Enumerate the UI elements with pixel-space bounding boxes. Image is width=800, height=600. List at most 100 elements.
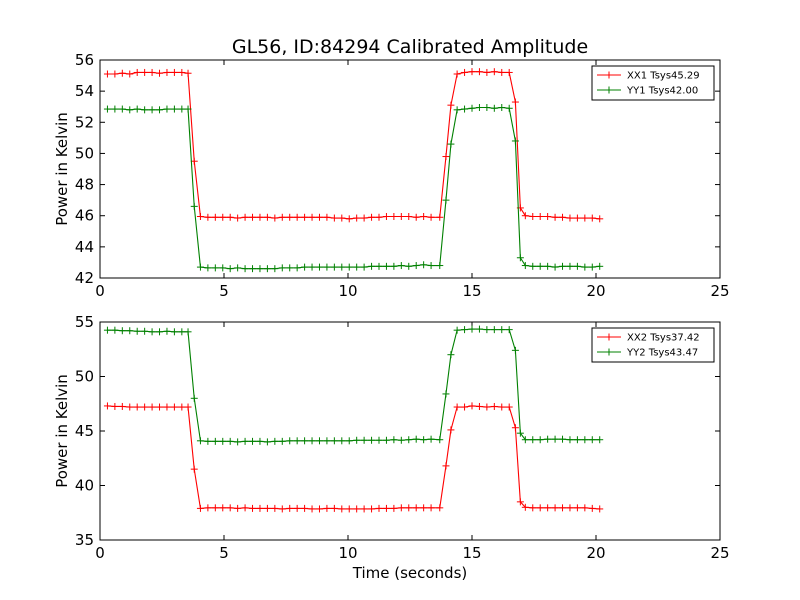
top-series-2-point (196, 263, 204, 271)
top-series-1-point (475, 68, 483, 76)
bottom-series-1-point (382, 504, 390, 512)
top-series-2-point (511, 137, 519, 145)
bottom-plot-panel: 0 5 10 15 20 25 35 40 45 50 55 Power in Kelvin XX2 T… (53, 313, 730, 562)
top-series-1-point (427, 213, 435, 221)
top-series-1-point (184, 69, 192, 77)
top-y-tick-label: 56 (75, 51, 94, 69)
bottom-series-2-point (323, 437, 331, 445)
top-series-2-point (170, 105, 178, 113)
bottom-series-1-point (256, 504, 264, 512)
top-series-2-point (190, 202, 198, 210)
top-series-1-point (204, 213, 212, 221)
top-plot-panel: 0 5 10 15 20 25 42 44 46 48 50 52 54 56 Power in Kelvi… (53, 51, 730, 300)
top-series-2-point (475, 103, 483, 111)
bottom-series-1-point (249, 504, 257, 512)
top-series-2-point (368, 262, 376, 270)
top-series-2-point (516, 254, 524, 262)
top-series-2-point (412, 262, 420, 270)
top-series-2-point (156, 106, 164, 114)
bottom-series-2-point (196, 437, 204, 445)
top-series-1-point (436, 213, 444, 221)
bottom-series-1-point (483, 403, 491, 411)
top-x-tick-label: 10 (338, 282, 357, 300)
top-series-1-point (308, 213, 316, 221)
bottom-series-1-point (511, 424, 519, 432)
bottom-series-2-point (163, 327, 171, 335)
bottom-series-1-point (427, 504, 435, 512)
top-x-tick-label: 25 (710, 282, 729, 300)
bottom-series-1-point (436, 504, 444, 512)
top-x-tick-label: 0 (95, 282, 105, 300)
top-series-1-point (498, 68, 506, 76)
bottom-series-1-point (111, 402, 119, 410)
top-series-1-point (323, 213, 331, 221)
bottom-x-tick-label: 20 (586, 544, 605, 562)
bottom-series-2-point (126, 327, 134, 335)
top-series-1-point (447, 101, 455, 109)
bottom-series-2-point (405, 436, 413, 444)
top-series-2-point (566, 262, 574, 270)
top-series-1-point (241, 213, 249, 221)
bottom-y-tick-label: 50 (75, 368, 94, 386)
top-series-2-point (330, 263, 338, 271)
bottom-series-1-point (103, 402, 111, 410)
top-series-2-point (211, 264, 219, 272)
top-series-2-point (323, 263, 331, 271)
bottom-series-2-point (226, 437, 234, 445)
top-series-1-point (163, 68, 171, 76)
bottom-y-tick-label: 55 (75, 313, 94, 331)
bottom-x-tick-label: 25 (710, 544, 729, 562)
top-series-1-point (360, 214, 368, 222)
bottom-y-tick-label: 40 (75, 477, 94, 495)
top-series-1-point (103, 70, 111, 78)
top-series-1-point (141, 68, 149, 76)
bottom-series-2-point (156, 328, 164, 336)
bottom-series-2-point (286, 437, 294, 445)
bottom-x-tick-label: 15 (462, 544, 481, 562)
top-series-1-point (483, 68, 491, 76)
top-series-1-point (412, 213, 420, 221)
bottom-series-2-point (170, 328, 178, 336)
top-legend-box (591, 65, 715, 101)
bottom-series-1-point (468, 402, 476, 410)
bottom-series-1-point (148, 403, 156, 411)
bottom-series-1-point (536, 504, 544, 512)
top-series-1-point (521, 212, 529, 220)
bottom-series-1-point (271, 504, 279, 512)
top-series-1-point (596, 215, 604, 223)
top-series-2-point (263, 265, 271, 273)
top-series-1-point (453, 70, 461, 78)
bottom-series-2-point (490, 326, 498, 334)
bottom-series-2-point (219, 437, 227, 445)
top-series-2-point (226, 265, 234, 273)
bottom-series-2-point (475, 325, 483, 333)
bottom-series-2-point (551, 435, 559, 443)
top-series-2-point (461, 105, 469, 113)
top-series-1-point (544, 212, 552, 220)
bottom-series-1-point (278, 505, 286, 513)
bottom-series-2-point (184, 328, 192, 336)
top-series-2-point (375, 262, 383, 270)
top-y-tick-label: 54 (75, 82, 94, 100)
top-series-1-point (461, 68, 469, 76)
top-series-2-point (293, 264, 301, 272)
bottom-series-1-point (368, 505, 376, 513)
bottom-series-2-point (511, 346, 519, 354)
top-series-2-point (529, 262, 537, 270)
top-series-2-point (338, 263, 346, 271)
bottom-series-1-point (529, 504, 537, 512)
bottom-series-2-point (588, 436, 596, 444)
bottom-series-1-point (498, 403, 506, 411)
bottom-series-2-point (330, 437, 338, 445)
bottom-series-2-point (447, 351, 455, 359)
top-series-2-point (133, 105, 141, 113)
bottom-series-1-point (263, 504, 271, 512)
bottom-series-1-point (490, 402, 498, 410)
top-series-1-point (219, 213, 227, 221)
bottom-series-2-point (368, 436, 376, 444)
bottom-series-2-point (566, 436, 574, 444)
top-series-1-point (573, 214, 581, 222)
bottom-series-2-point (516, 429, 524, 437)
top-series-2-point (271, 265, 279, 273)
top-series-2-point (573, 262, 581, 270)
